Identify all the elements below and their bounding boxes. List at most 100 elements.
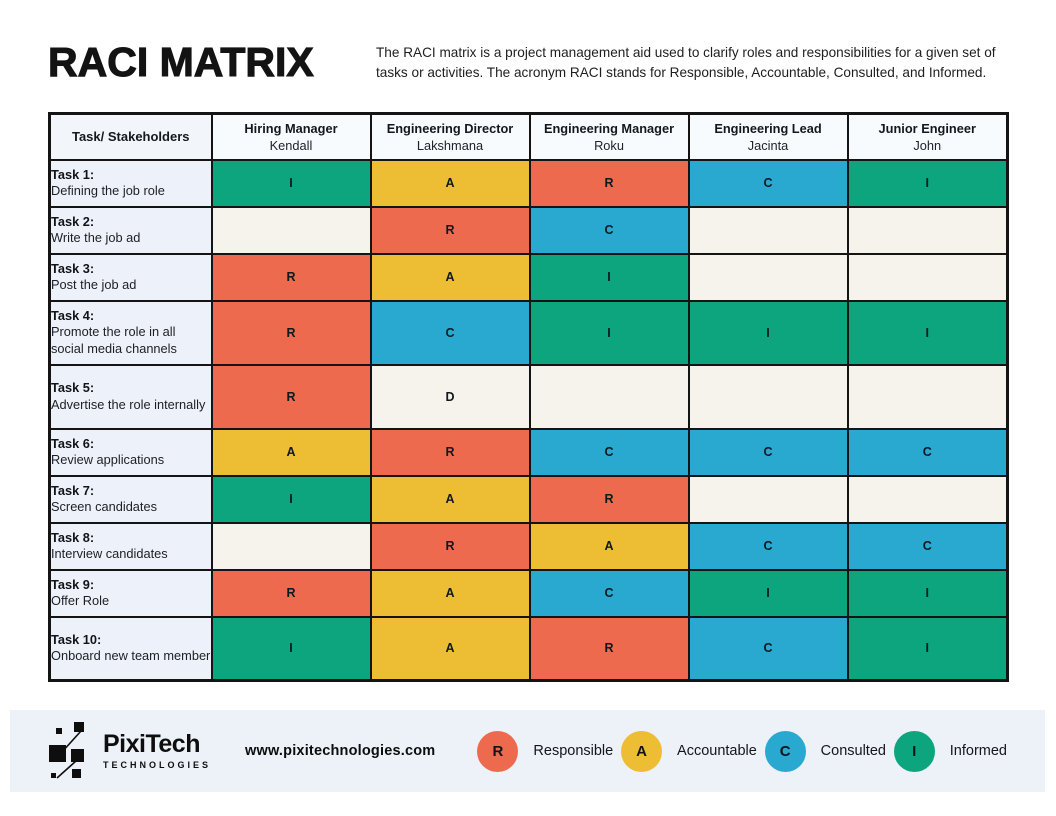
raci-cell: R (210, 568, 372, 618)
stakeholder-name: Roku (594, 137, 624, 153)
raci-cell: R (528, 158, 690, 208)
website-url: www.pixitechnologies.com (245, 743, 436, 759)
stakeholder-name: Kendall (269, 137, 313, 153)
raci-letter: I (607, 270, 611, 284)
stakeholder-header-engineering-manager: Engineering Manager Roku (528, 112, 690, 161)
task-label-cell: Task 3: Post the job ad (48, 252, 213, 302)
raci-cell: I (528, 299, 690, 366)
task-id: Task 4: (51, 307, 95, 323)
raci-cell: A (369, 252, 531, 302)
raci-cell: A (369, 568, 531, 618)
logo-name: PixiTech (103, 730, 200, 758)
table-row: Task 6: Review applications A R C C C (48, 427, 1009, 477)
legend-item: C Consulted (764, 730, 886, 772)
task-id: Task 5: (51, 380, 95, 395)
stakeholder-role: Junior Engineer (878, 120, 976, 136)
header-section: RACI MATRIX The RACI matrix is a project… (0, 0, 1056, 84)
stakeholder-role: Engineering Lead (714, 120, 822, 136)
raci-letter: C (763, 641, 773, 656)
legend-letter: I (912, 742, 917, 760)
corner-header-cell: Task/ Stakeholders (48, 112, 213, 161)
raci-letter: I (289, 176, 293, 190)
legend-label: Informed (949, 743, 1007, 759)
table-row: Task 5: Advertise the role internally R … (48, 363, 1009, 430)
legend-label: Accountable (677, 743, 757, 759)
stakeholder-name: John (913, 137, 942, 153)
raci-letter: I (289, 492, 293, 506)
raci-cell: C (687, 158, 849, 208)
task-description: Write the job ad (51, 230, 141, 245)
raci-cell: C (687, 521, 849, 571)
page-title: RACI MATRIX (47, 39, 314, 85)
raci-letter: A (445, 641, 455, 656)
table-row: Task 8: Interview candidates R A C C (48, 521, 1009, 571)
task-id: Task 10: (51, 631, 102, 647)
task-id: Task 9: (51, 576, 95, 592)
raci-cell: C (528, 568, 690, 618)
raci-cell: R (369, 205, 531, 255)
legend-item: R Responsible (477, 730, 613, 772)
raci-cell: R (210, 252, 372, 302)
task-label-cell: Task 1: Defining the job role (48, 158, 213, 208)
raci-letter: C (922, 539, 932, 553)
task-id: Task 2: (51, 213, 95, 229)
raci-cell (210, 205, 372, 255)
task-label-cell: Task 7: Screen candidates (48, 474, 213, 524)
raci-cell: C (528, 427, 690, 477)
raci-letter: A (445, 586, 455, 600)
raci-letter: A (445, 270, 455, 284)
raci-cell: C (528, 205, 690, 255)
raci-cell: I (687, 568, 849, 618)
raci-legend: R Responsible A Accountable C Consulted … (477, 730, 1007, 772)
raci-cell: C (687, 615, 849, 682)
legend-item: A Accountable (621, 730, 757, 772)
task-id: Task 7: (51, 482, 95, 498)
task-description: Promote the role in all social media cha… (51, 324, 177, 356)
stakeholder-name: Lakshmana (416, 137, 484, 153)
raci-letter: C (763, 445, 773, 459)
raci-letter: A (286, 445, 296, 459)
raci-letter: R (445, 445, 455, 459)
raci-cell: D (369, 363, 531, 430)
raci-cell: A (369, 615, 531, 682)
task-id: Task 6: (51, 435, 95, 451)
task-description: Onboard new team member (51, 648, 211, 664)
table-row: Task 2: Write the job ad R C (48, 205, 1009, 255)
raci-cell: R (210, 299, 372, 366)
raci-letter: R (286, 389, 296, 404)
stakeholder-role: Engineering Manager (543, 120, 675, 136)
raci-letter: R (286, 586, 296, 600)
task-label-cell: Task 10: Onboard new team member (48, 615, 213, 682)
raci-letter: C (604, 586, 614, 600)
task-label-cell: Task 5: Advertise the role internally (48, 363, 213, 430)
raci-letter: A (445, 176, 455, 190)
raci-cell: R (369, 427, 531, 477)
table-row: Task 3: Post the job ad R A I (48, 252, 1009, 302)
raci-cell: R (369, 521, 531, 571)
legend-letter: A (636, 742, 647, 760)
logo-text-block: PixiTech TECHNOLOGIES (103, 730, 211, 771)
raci-letter: R (445, 539, 455, 553)
raci-letter: I (607, 325, 611, 340)
task-label-cell: Task 8: Interview candidates (48, 521, 213, 571)
raci-letter: A (445, 492, 455, 506)
raci-cell: I (846, 158, 1009, 208)
task-description: Offer Role (51, 593, 110, 608)
raci-cell (846, 252, 1009, 302)
raci-letter: R (604, 641, 614, 656)
raci-cell: I (210, 615, 372, 682)
raci-cell (846, 474, 1009, 524)
company-logo: PixiTech TECHNOLOGIES (48, 721, 211, 781)
task-id: Task 8: (51, 529, 95, 545)
raci-cell: I (846, 299, 1009, 366)
task-label-cell: Task 9: Offer Role (48, 568, 213, 618)
raci-letter: D (445, 389, 455, 404)
raci-cell: I (846, 615, 1009, 682)
raci-cell: A (528, 521, 690, 571)
raci-cell: C (846, 521, 1009, 571)
raci-cell: C (687, 427, 849, 477)
table-header-row: Task/ Stakeholders Hiring Manager Kendal… (48, 112, 1009, 161)
task-description: Defining the job role (51, 183, 165, 198)
table-row: Task 10: Onboard new team member I A R C… (48, 615, 1009, 682)
page-description: The RACI matrix is a project management … (376, 45, 996, 80)
